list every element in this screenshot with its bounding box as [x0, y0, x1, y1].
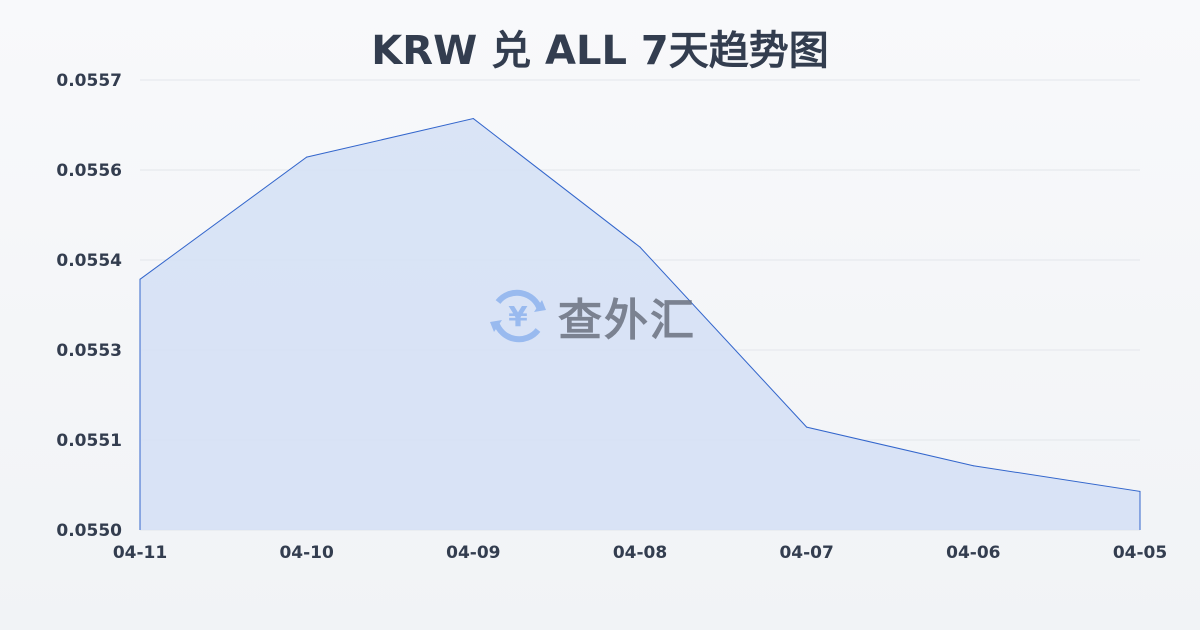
- y-tick-label: 0.0553: [56, 341, 122, 361]
- y-tick-label: 0.0556: [56, 161, 122, 181]
- data-point: [139, 278, 141, 280]
- data-point: [1139, 490, 1141, 492]
- y-tick-label: 0.0551: [56, 431, 122, 451]
- x-tick-label: 04-05: [1113, 543, 1167, 563]
- data-point: [806, 426, 808, 428]
- x-tick-label: 04-11: [113, 543, 167, 563]
- chart-title: KRW 兑 ALL 7天趋势图: [371, 28, 829, 74]
- x-tick-label: 04-06: [946, 543, 1000, 563]
- svg-text:¥: ¥: [508, 300, 528, 333]
- y-tick-label: 0.0554: [56, 251, 122, 271]
- data-point: [639, 246, 641, 248]
- area-fill: [140, 118, 1140, 531]
- data-point: [972, 465, 974, 467]
- x-tick-label: 04-09: [446, 543, 500, 563]
- x-tick-label: 04-10: [279, 543, 334, 563]
- data-point: [306, 156, 308, 158]
- x-tick-label: 04-07: [779, 543, 833, 563]
- watermark: ¥ 查外汇: [488, 284, 696, 348]
- yen-exchange-icon: ¥: [490, 289, 546, 343]
- watermark-text: 查外汇: [558, 295, 696, 346]
- y-tick-label: 0.0557: [56, 71, 122, 91]
- x-tick-label: 04-08: [613, 543, 667, 563]
- y-tick-label: 0.0550: [56, 521, 122, 541]
- data-point: [472, 118, 474, 120]
